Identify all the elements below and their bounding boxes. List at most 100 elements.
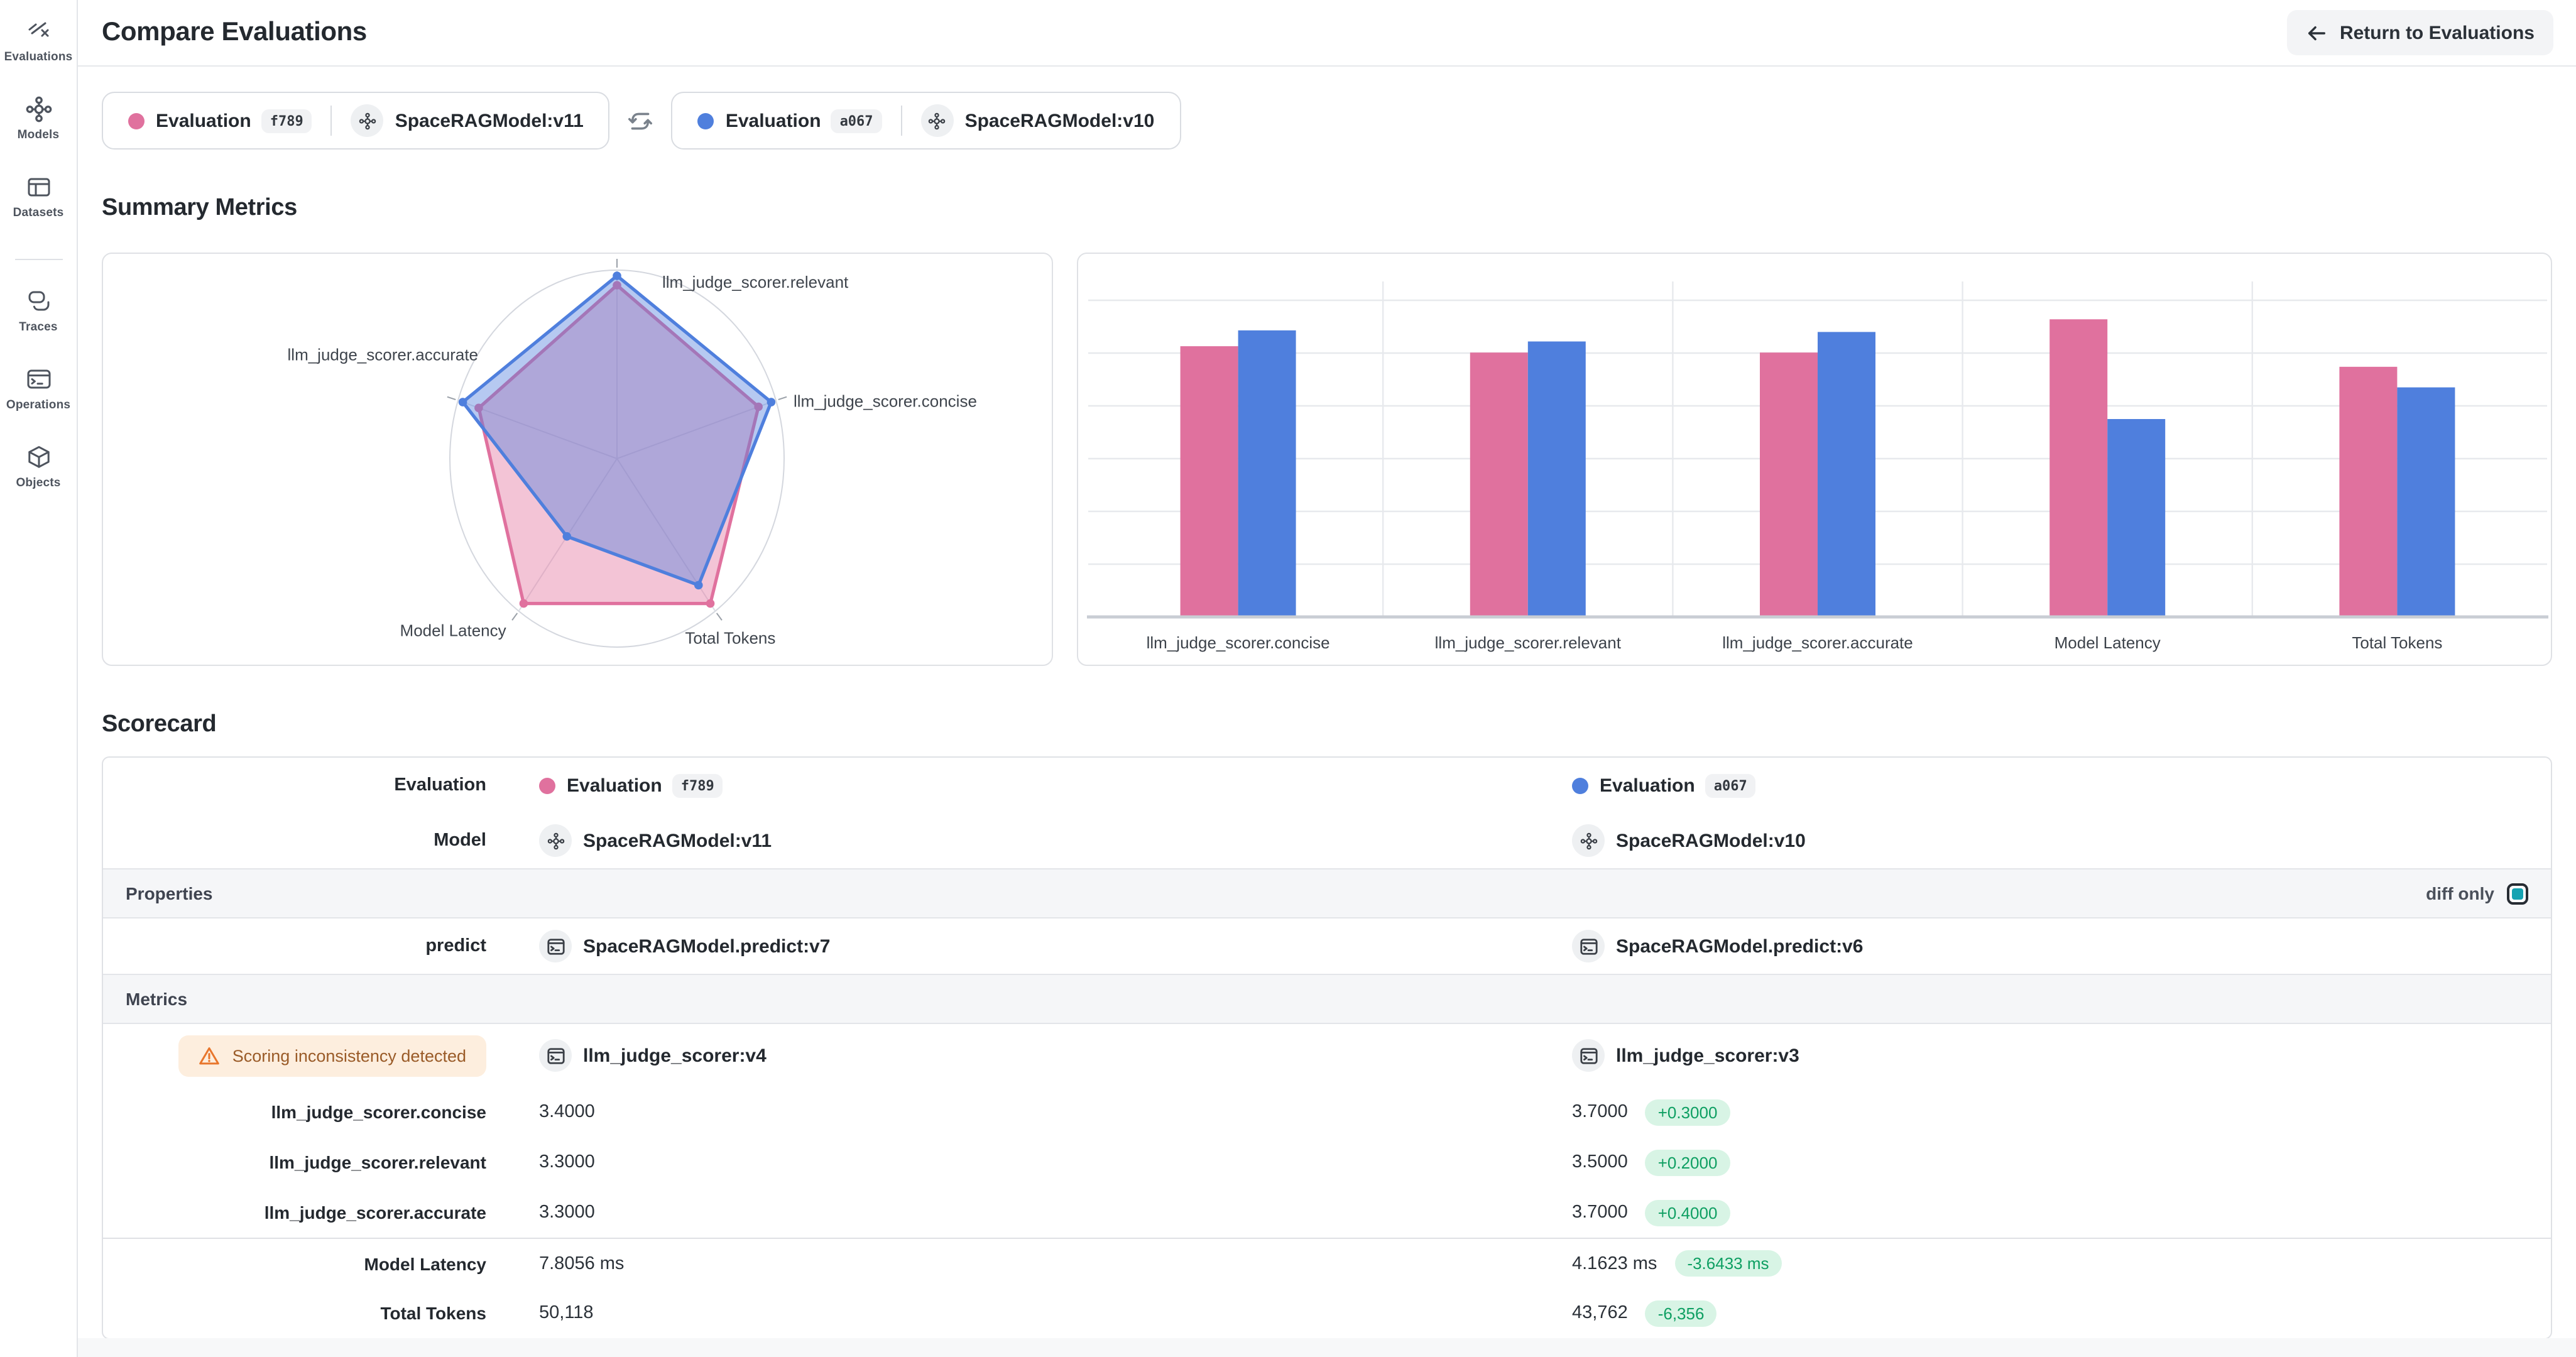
diff-only-control: diff only (2426, 883, 2528, 904)
metric-row: llm_judge_scorer.concise 3.4000 3.7000 +… (103, 1087, 2551, 1137)
radar-axis-label: llm_judge_scorer.relevant (662, 273, 849, 292)
sidebar-item-label: Evaluations (4, 50, 73, 64)
radar-axis-label: llm_judge_scorer.accurate (288, 345, 479, 364)
metric-value-right: 4.1623 ms (1572, 1253, 1657, 1273)
radar-chart-card: llm_judge_scorer.relevant llm_judge_score… (102, 253, 1053, 666)
traces-icon (28, 291, 49, 311)
evaluation-color-dot-blue (1572, 777, 1588, 793)
sidebar-item-objects[interactable]: Objects (0, 444, 77, 490)
bar-category-label: Model Latency (2055, 633, 2161, 652)
sidebar-item-label: Operations (6, 398, 71, 412)
return-button-label: Return to Evaluations (2339, 22, 2535, 43)
metric-value-left: 3.4000 (539, 1102, 595, 1122)
sidebar-item-label: Traces (19, 320, 58, 334)
bar-category-label: llm_judge_scorer.relevant (1435, 633, 1622, 652)
properties-header: Properties (126, 883, 213, 903)
bar-Evaluation-f789 (1470, 352, 1528, 617)
sidebar-item-operations[interactable]: Operations (0, 366, 77, 412)
sidebar: Evaluations Models Datasets Traces (0, 0, 78, 1357)
metric-value-left: 3.3000 (539, 1202, 595, 1223)
sidebar-item-label: Models (17, 128, 60, 142)
chip-divider (900, 106, 902, 136)
comparison-bar: Evaluation f789 SpaceRAGModel:v11 Evalua… (102, 92, 2552, 150)
delta-badge: -3.6433 ms (1674, 1250, 1782, 1277)
op-link[interactable]: SpaceRAGModel.predict:v6 (1616, 935, 1864, 957)
op-icon (1572, 1039, 1605, 1072)
metric-value-right: 3.5000 (1572, 1152, 1628, 1172)
table-row-evaluation: Evaluation Evaluation f789 Evaluation a0… (103, 758, 2551, 813)
return-to-evaluations-button[interactable]: Return to Evaluations (2286, 10, 2553, 55)
evaluation-name: Evaluation (1600, 775, 1695, 796)
metric-row: Total Tokens 50,118 43,762 -6,356 (103, 1288, 2551, 1338)
op-icon (539, 1039, 572, 1072)
sidebar-item-label: Objects (16, 476, 61, 490)
metric-rows: llm_judge_scorer.concise 3.4000 3.7000 +… (103, 1087, 2551, 1338)
page-header: Compare Evaluations Return to Evaluation… (78, 0, 2576, 67)
metric-label: Total Tokens (380, 1303, 486, 1323)
warning-icon (199, 1047, 219, 1064)
version-badge: a067 (831, 109, 882, 133)
model-icon (920, 104, 954, 137)
model-link[interactable]: SpaceRAGModel:v11 (583, 830, 772, 851)
model-icon (539, 824, 572, 857)
row-label-evaluation: Evaluation (394, 775, 486, 795)
sidebar-item-label: Datasets (13, 206, 64, 220)
page-title: Compare Evaluations (102, 18, 367, 46)
bar-Evaluation-a067 (2397, 387, 2455, 617)
model-link[interactable]: SpaceRAGModel:v11 (395, 110, 584, 131)
diff-only-label: diff only (2426, 883, 2494, 903)
swap-evaluations-icon[interactable] (628, 107, 654, 134)
diff-only-checkbox[interactable] (2507, 883, 2528, 904)
metric-value-right: 3.7000 (1572, 1202, 1628, 1223)
bar-Evaluation-a067 (1818, 332, 1875, 617)
version-badge: a067 (1705, 773, 1756, 797)
sidebar-item-datasets[interactable]: Datasets (0, 173, 77, 220)
op-link[interactable]: SpaceRAGModel.predict:v7 (583, 935, 831, 957)
metric-value-right: 43,762 (1572, 1303, 1628, 1323)
row-label-model: Model (434, 831, 486, 851)
evaluation-chip-right[interactable]: Evaluation a067 SpaceRAGModel:v10 (671, 92, 1181, 150)
scorecard-heading: Scorecard (102, 711, 217, 738)
bar-Evaluation-a067 (1527, 341, 1586, 617)
bar-Evaluation-f789 (2339, 366, 2398, 617)
metric-row: llm_judge_scorer.relevant 3.3000 3.5000 … (103, 1137, 2551, 1187)
warning-text: Scoring inconsistency detected (232, 1046, 466, 1065)
model-link[interactable]: SpaceRAGModel:v10 (1616, 830, 1806, 851)
delta-badge: -6,356 (1645, 1300, 1717, 1326)
delta-badge: +0.4000 (1645, 1199, 1730, 1226)
bar-Evaluation-a067 (1238, 330, 1296, 617)
models-icon (25, 96, 52, 123)
model-icon (351, 104, 384, 137)
evaluations-icon (28, 22, 48, 37)
bar-category-label: Total Tokens (2352, 633, 2442, 652)
bar-Evaluation-f789 (1760, 352, 1818, 617)
scorecard-table: Evaluation Evaluation f789 Evaluation a0… (102, 756, 2552, 1339)
version-badge: f789 (261, 109, 312, 133)
sidebar-item-traces[interactable]: Traces (0, 288, 77, 334)
sidebar-item-models[interactable]: Models (0, 95, 77, 142)
scoring-warning-badge: Scoring inconsistency detected (178, 1035, 486, 1076)
radar-axis-label: Total Tokens (685, 629, 775, 648)
model-link[interactable]: SpaceRAGModel:v10 (964, 110, 1155, 131)
version-badge: f789 (672, 773, 723, 797)
metric-row: llm_judge_scorer.accurate 3.3000 3.7000 … (103, 1187, 2551, 1238)
objects-icon (28, 446, 49, 468)
evaluation-chip-left[interactable]: Evaluation f789 SpaceRAGModel:v11 (102, 92, 610, 150)
page-bottom-strip (78, 1338, 2576, 1357)
metric-value-right: 3.7000 (1572, 1102, 1628, 1122)
table-row-scorer: Scoring inconsistency detected llm_judge… (103, 1024, 2551, 1087)
op-icon (539, 930, 572, 962)
metric-label: llm_judge_scorer.concise (271, 1102, 486, 1122)
chip-divider (330, 106, 332, 136)
bar-category-label: llm_judge_scorer.concise (1147, 633, 1330, 652)
row-label-predict: predict (425, 936, 486, 956)
table-band-properties: Properties diff only (103, 868, 2551, 918)
scorer-link[interactable]: llm_judge_scorer:v4 (583, 1045, 767, 1066)
table-row-predict: predict SpaceRAGModel.predict:v7 SpaceRA… (103, 918, 2551, 974)
delta-badge: +0.3000 (1645, 1099, 1730, 1125)
sidebar-item-evaluations[interactable]: Evaluations (0, 18, 77, 64)
operations-icon (26, 369, 50, 389)
bar-Evaluation-a067 (2107, 419, 2166, 617)
scorer-link[interactable]: llm_judge_scorer:v3 (1616, 1045, 1799, 1066)
bar-chart: llm_judge_scorer.concise llm_judge_scorer… (1087, 281, 2548, 652)
